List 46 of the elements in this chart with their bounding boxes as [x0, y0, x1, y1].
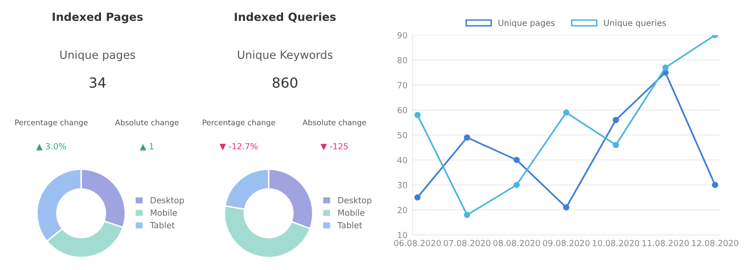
- text: 34: [90, 77, 106, 88]
- text: ▲ 1: [140, 143, 154, 150]
- point: [514, 156, 520, 164]
- point: [612, 142, 619, 148]
- legend-label: Mobile: [150, 209, 177, 216]
- point: [712, 182, 718, 188]
- y-tick-label: 20: [398, 206, 408, 214]
- x-tick-label: 12.08.2020: [692, 240, 738, 246]
- point: [464, 212, 470, 218]
- text: Unique Keywords: [238, 50, 332, 62]
- point: [563, 204, 570, 211]
- point: [662, 64, 669, 71]
- y-tick-label: 30: [398, 182, 408, 188]
- text: Unique pages: [60, 50, 136, 62]
- text: ▲ 3.0%: [36, 143, 66, 150]
- legend-label: Tablet: [150, 222, 175, 228]
- x-tick-label: 11.08.2020: [642, 240, 689, 246]
- y-tick-label: 10: [398, 232, 408, 238]
- point: [414, 194, 421, 201]
- text: ▼ -12.7%: [220, 143, 258, 150]
- x-tick-label: 10.08.2020: [592, 240, 640, 246]
- y-tick-label: 40: [397, 156, 408, 164]
- x-tick-label: 08.08.2020: [493, 240, 540, 246]
- legend-label: Mobile: [338, 209, 364, 216]
- point: [563, 109, 570, 116]
- text: ▼ -125: [320, 143, 348, 150]
- point: [464, 134, 470, 141]
- x-tick-label: 07.08.2020: [444, 240, 490, 246]
- text: Indexed Queries: [234, 12, 336, 23]
- legend-label: Tablet: [337, 222, 362, 228]
- point: [414, 112, 421, 118]
- point: [612, 116, 619, 124]
- y-tick-label: 70: [398, 82, 408, 88]
- legend-label: Unique queries: [604, 20, 666, 28]
- legend-label: Desktop: [338, 196, 372, 205]
- x-tick-label: 09.08.2020: [542, 240, 590, 246]
- y-tick-label: 50: [398, 132, 408, 138]
- y-tick-label: 60: [398, 107, 408, 114]
- point: [514, 182, 520, 188]
- legend-label: Desktop: [150, 196, 184, 205]
- x-tick-label: 06.08.2020: [394, 240, 441, 246]
- text: Indexed Pages: [52, 12, 143, 24]
- y-tick-label: 90: [398, 32, 408, 38]
- y-tick-label: 80: [398, 57, 408, 64]
- text: 860: [272, 77, 298, 88]
- legend-label: Unique pages: [498, 20, 555, 28]
